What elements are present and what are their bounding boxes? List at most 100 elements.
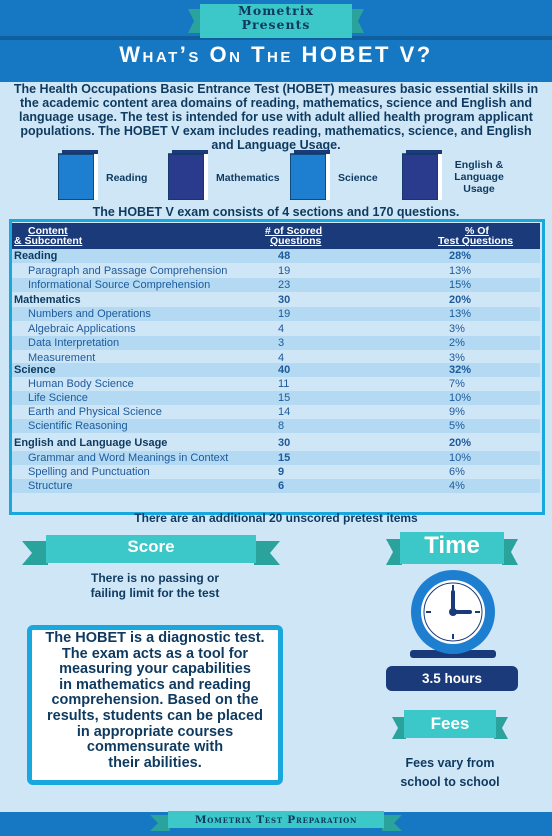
row-label: Human Body Science: [28, 378, 134, 390]
row-pct: 9%: [449, 406, 465, 418]
row-count: 9: [278, 466, 285, 478]
row-pct: 10%: [449, 452, 472, 464]
row-label: Spelling and Punctuation: [28, 466, 150, 478]
row-label: Numbers and Operations: [28, 308, 151, 320]
table-row: Grammar and Word Meanings in Context 15 10…: [12, 451, 540, 466]
col-content-header-1: Content: [28, 225, 68, 237]
row-count: 4: [278, 351, 285, 364]
time-title: Time: [424, 532, 480, 559]
row-pct: 3%: [449, 351, 465, 364]
book-icon: [290, 150, 330, 200]
book-icon: [58, 150, 98, 200]
diagnostic-text: The HOBET is a diagnostic test. The exam…: [30, 630, 280, 771]
table-row: Paragraph and Passage Comprehension 19 13%: [12, 264, 540, 278]
row-pct: 13%: [449, 264, 472, 277]
footer-label: Mometrix Test Preparation: [194, 814, 358, 826]
row-pct: 28%: [449, 250, 472, 262]
row-pct: 7%: [449, 378, 465, 390]
intro-paragraph: The Health Occupations Basic Entrance Te…: [13, 82, 539, 152]
row-pct: 20%: [449, 437, 472, 449]
table-row: English and Language Usage 30 20%: [12, 436, 540, 450]
score-text-line-2: failing limit for the test: [90, 586, 220, 600]
row-label: Mathematics: [14, 293, 81, 306]
subject-science: Science: [338, 172, 378, 184]
diagnostic-line: in appropriate courses: [76, 723, 234, 740]
fees-ribbon: [392, 710, 508, 739]
row-label: Measurement: [28, 351, 96, 364]
col-pct-header-1: % Of: [465, 225, 489, 237]
score-ribbon: [22, 535, 280, 565]
row-count: 3: [278, 337, 285, 349]
table-row: Earth and Physical Science 14 9%: [12, 405, 540, 419]
table-row: Human Body Science 11 7%: [12, 377, 540, 391]
col-pct-header-2: Test Questions: [438, 235, 514, 247]
subject-mathematics: Mathematics: [216, 172, 280, 184]
col-count-header-1: # of Scored: [265, 225, 323, 237]
row-pct: 15%: [449, 279, 472, 291]
table-header: Content & Subcontent # of Scored Questio…: [12, 223, 540, 249]
row-pct: 32%: [449, 364, 472, 376]
row-label: Science: [14, 364, 56, 376]
diagnostic-line: The exam acts as a tool for: [61, 645, 249, 662]
row-pct: 10%: [449, 392, 472, 404]
table-row: Informational Source Comprehension 23 15%: [12, 278, 540, 293]
diagnostic-line: comprehension. Based on the: [51, 692, 259, 709]
fees-title: Fees: [430, 714, 470, 733]
sections-summary: The HOBET V exam consists of 4 sections …: [92, 205, 460, 219]
book-icon: [402, 150, 442, 200]
time-ribbon: [386, 532, 518, 565]
row-label: Grammar and Word Meanings in Context: [28, 452, 229, 464]
diagnostic-line: measuring your capabilities: [59, 661, 251, 678]
presents-label: Mometrix Presents: [188, 4, 364, 32]
row-label: Data Interpretation: [28, 337, 120, 349]
row-count: 8: [278, 420, 285, 432]
diagnostic-line: results, students can be placed: [47, 707, 263, 724]
row-label: Structure: [28, 480, 73, 492]
subject-english: English & Language Usage: [454, 159, 504, 195]
row-label: Informational Source Comprehension: [28, 279, 211, 291]
table-row: Mathematics 30 20%: [12, 293, 540, 307]
row-pct: 3%: [449, 322, 465, 335]
row-pct: 20%: [449, 293, 472, 306]
row-label: English and Language Usage: [14, 437, 168, 449]
fees-text-line-2: school to school: [400, 775, 500, 789]
table-row: Structure 6 4%: [12, 479, 540, 494]
table-row: Life Science 15 10%: [12, 391, 540, 406]
score-title: Score: [127, 537, 175, 556]
row-count: 48: [278, 250, 291, 262]
clock-icon: [410, 570, 496, 658]
book-icon: [168, 150, 208, 200]
table-row: Data Interpretation 3 2%: [12, 336, 540, 351]
presents-line-2: Presents: [241, 17, 311, 32]
row-count: 19: [278, 264, 291, 277]
row-pct: 6%: [449, 466, 465, 478]
diagnostic-line: their abilities.: [108, 754, 202, 771]
row-count: 19: [278, 308, 291, 320]
subject-reading: Reading: [106, 172, 148, 184]
table-row: Reading 48 28%: [12, 249, 540, 264]
table-row: Measurement 4 3%: [12, 351, 540, 365]
row-count: 30: [278, 293, 291, 306]
table-row: Algebraic Applications 4 3%: [12, 322, 540, 336]
col-content-header-2: & Subcontent: [14, 235, 83, 247]
row-count: 11: [278, 378, 290, 390]
fees-text: Fees vary from school to school: [370, 754, 530, 792]
time-hours: 3.5 hours: [386, 666, 518, 691]
presents-banner: [188, 4, 364, 38]
row-count: 4: [278, 322, 285, 335]
row-label: Earth and Physical Science: [28, 406, 162, 418]
row-count: 30: [278, 437, 291, 449]
row-count: 6: [278, 480, 285, 492]
row-count: 14: [278, 406, 291, 418]
row-label: Reading: [14, 250, 58, 262]
row-label: Paragraph and Passage Comprehension: [28, 264, 228, 277]
presents-line-1: Mometrix: [238, 3, 314, 18]
row-label: Scientific Reasoning: [28, 420, 128, 432]
diagnostic-line: The HOBET is a diagnostic test.: [45, 630, 265, 646]
table-row: Science 40 32%: [12, 363, 540, 378]
footer-banner: [150, 811, 402, 831]
score-text-line-1: There is no passing or: [90, 571, 220, 585]
row-label: Algebraic Applications: [28, 322, 136, 335]
table-row: Numbers and Operations 19 13%: [12, 307, 540, 322]
row-pct: 13%: [449, 308, 472, 320]
